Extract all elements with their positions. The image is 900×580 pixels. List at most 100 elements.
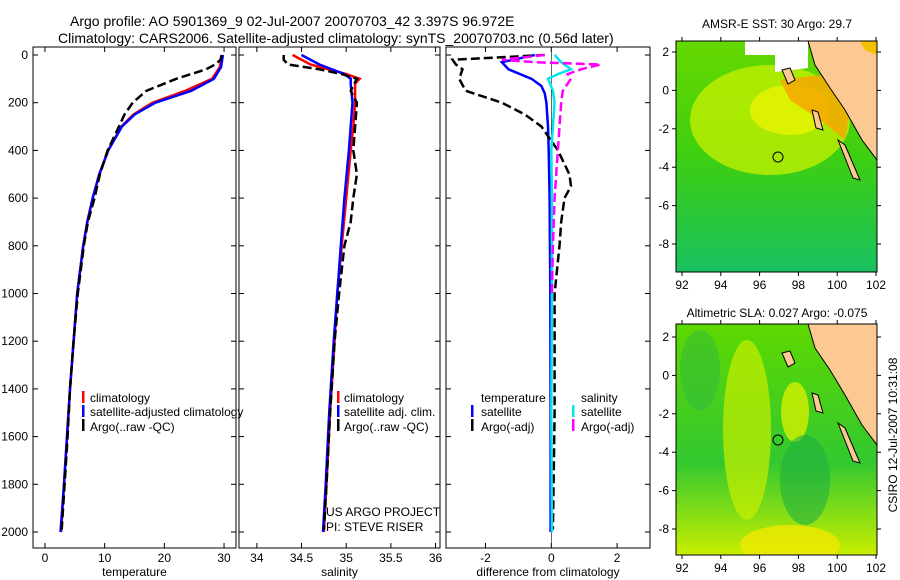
pi-annotation: PI: STEVE RISER: [326, 520, 424, 534]
lon-tick-label: 100: [827, 561, 847, 575]
legend-swatch-satellite: [337, 405, 340, 417]
legend-swatch-argo: [82, 419, 85, 431]
sst-missing-data: [745, 41, 808, 72]
legend-swatch-sal-argo: [572, 419, 575, 431]
legend-heading-temperature: temperature: [481, 391, 546, 405]
y-tick-label: 1400: [1, 382, 28, 396]
legend-label-sal-satellite: satellite: [581, 405, 622, 419]
lon-tick-label: 102: [866, 278, 886, 292]
plot-frame: [238, 46, 441, 549]
x-tick-label: 35.5: [379, 551, 403, 565]
profile-panel-temperature: 0 10 20 30 0 200 400 600 800 1000 1200 1400 1600 1800…: [1, 46, 237, 579]
sla-high: [781, 382, 809, 442]
project-annotation: US ARGO PROJECT: [326, 505, 441, 519]
argo-position-marker: [772, 434, 784, 446]
sla-low: [680, 330, 720, 410]
legend-swatch-satellite: [82, 405, 85, 417]
lat-tick-label: -4: [658, 445, 669, 459]
x-tick-label: 35: [340, 551, 354, 565]
series-line-satellite-adjusted-climatology: [59, 54, 225, 533]
sla-low: [780, 435, 830, 525]
sla-map: [676, 324, 877, 555]
island: [811, 392, 824, 414]
legend-label-satellite: satellite-adjusted climatology: [90, 405, 243, 419]
lon-tick-label: 102: [866, 561, 886, 575]
legend-label-sal-argo: Argo(-adj): [581, 420, 634, 434]
y-tick-label: 0: [21, 48, 28, 62]
island: [811, 109, 824, 131]
sla-high: [740, 525, 840, 555]
series-line-salinity-argo-adj-: [501, 53, 601, 294]
legend-label-argo: Argo(..raw -QC): [344, 420, 429, 434]
lat-tick-label: 0: [662, 368, 669, 382]
series-line-salinity-satellite: [546, 54, 574, 533]
legend-label-temp-satellite: satellite: [481, 405, 522, 419]
legend-swatch-temp-argo: [471, 419, 474, 431]
x-axis-label: salinity: [321, 565, 358, 579]
y-tick-label: 400: [8, 143, 28, 157]
x-tick-label: 20: [158, 551, 172, 565]
y-tick-label: 800: [8, 239, 28, 253]
lon-tick-label: 98: [792, 561, 806, 575]
lon-tick-label: 96: [753, 561, 767, 575]
lat-tick-label: 2: [662, 45, 669, 59]
difference-legend: temperature salinity satellite Argo(-adj…: [471, 391, 634, 434]
y-tick-label: 1200: [1, 334, 28, 348]
x-tick-label: 0: [548, 551, 555, 565]
map-axes: 92 94 96 98 100 102 2 0 -2 -4 -6 -8: [658, 320, 886, 575]
legend-swatch-temp-satellite: [471, 405, 474, 417]
argo-position-marker: [772, 151, 784, 163]
lat-tick-label: -2: [658, 122, 669, 136]
legend-label-satellite: satellite adj. clim.: [344, 405, 435, 419]
island: [781, 67, 796, 85]
legend-swatch-climatology: [82, 391, 85, 403]
sla-high: [723, 340, 771, 520]
land-corner: [860, 41, 877, 55]
temperature-legend: climatology satellite-adjusted climatolo…: [82, 391, 243, 434]
figure-title-line2: Climatology: CARS2006. Satellite-adjuste…: [58, 30, 614, 46]
plot-frame: [32, 46, 237, 549]
x-axis-label: difference from climatology: [476, 565, 619, 579]
figure-title-line1: Argo profile: AO 5901369_9 02-Jul-2007 2…: [70, 13, 514, 29]
series-line-argo-raw-qc-: [60, 54, 223, 530]
land-sumatra: [807, 324, 877, 446]
x-tick-label: 30: [217, 551, 231, 565]
island: [836, 421, 861, 464]
x-tick-label: 2: [614, 551, 621, 565]
y-tick-label: 1800: [1, 477, 28, 491]
x-tick-label: 34.5: [290, 551, 314, 565]
profile-panel-salinity: 34 34.5 35 35.5 36 salinity: [238, 46, 443, 579]
map-axes: 92 94 96 98 100 102 2 0 -2 -4 -6 -8: [658, 37, 886, 292]
csiro-credit: CSIRO 12-Jul-2007 10:31:08: [886, 357, 900, 512]
x-tick-label: 34: [250, 551, 264, 565]
legend-label-argo: Argo(..raw -QC): [90, 420, 175, 434]
lon-tick-label: 92: [675, 278, 689, 292]
legend-heading-salinity: salinity: [581, 391, 618, 405]
series-line-temperature-argo-adj-: [450, 53, 573, 530]
island: [836, 138, 861, 181]
lat-tick-label: -6: [658, 199, 669, 213]
lat-tick-label: 0: [662, 83, 669, 97]
lat-tick-label: -2: [658, 407, 669, 421]
x-tick-label: 0: [42, 551, 49, 565]
legend-swatch-sal-satellite: [572, 405, 575, 417]
y-tick-label: 2000: [1, 525, 28, 539]
lat-tick-label: -6: [658, 484, 669, 498]
sst-map-frame: [675, 40, 878, 273]
legend-swatch-climatology: [337, 391, 340, 403]
y-tick-label: 200: [8, 96, 28, 110]
x-axis-label: temperature: [102, 565, 167, 579]
sla-map-frame: [675, 323, 878, 556]
lon-tick-label: 94: [714, 561, 728, 575]
sst-map: [676, 41, 877, 272]
lon-tick-label: 92: [675, 561, 689, 575]
x-tick-label: 10: [98, 551, 112, 565]
y-tick-label: 600: [8, 191, 28, 205]
x-tick-label: -2: [480, 551, 491, 565]
salinity-legend: climatology satellite adj. clim. Argo(..…: [337, 391, 435, 434]
legend-label-temp-argo: Argo(-adj): [481, 420, 534, 434]
plot-frame: [445, 46, 651, 549]
lon-tick-label: 98: [792, 278, 806, 292]
island: [781, 350, 796, 368]
